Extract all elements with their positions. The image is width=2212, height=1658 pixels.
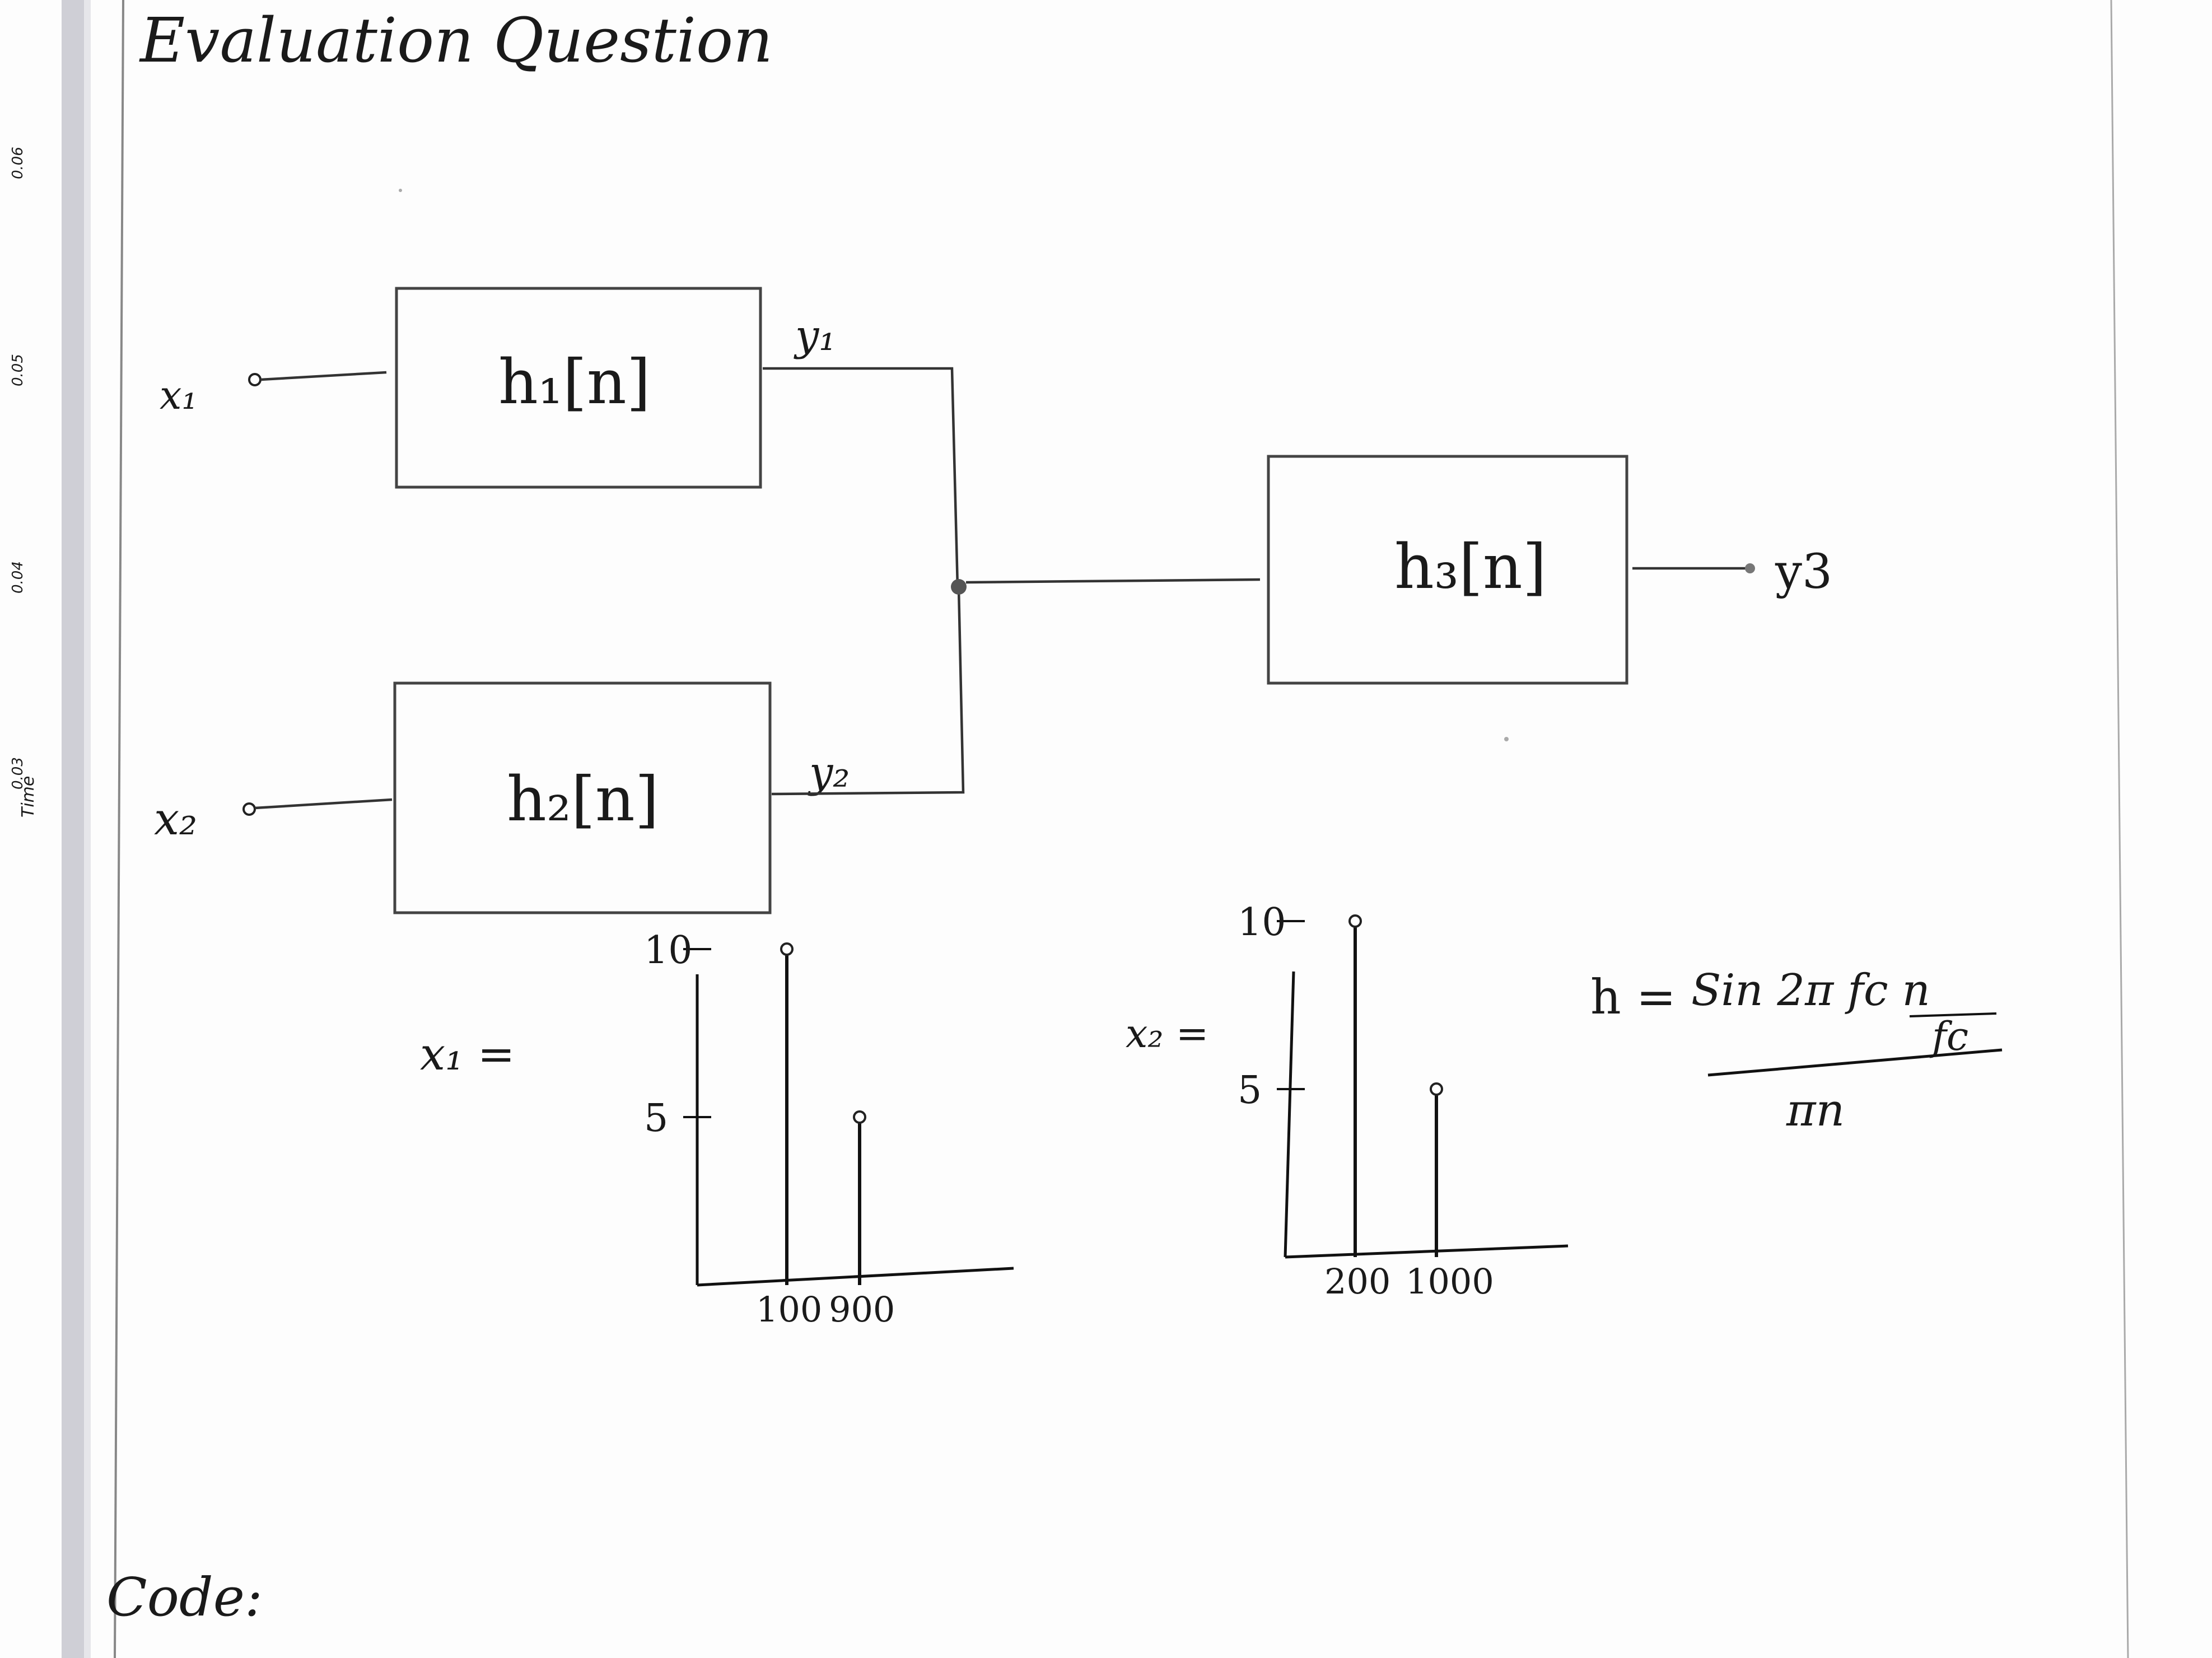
block-h2-label: h₂[n] xyxy=(507,763,659,835)
page-binding-shadow xyxy=(62,0,84,1658)
formula-lhs: h = xyxy=(1590,970,1676,1025)
formula-inner-fraction-bar xyxy=(1909,1012,1997,1017)
chart-x2-x-tick-label: 1000 xyxy=(1406,1261,1494,1302)
ruler-tick-1: 0.05 xyxy=(10,354,26,386)
chart-x2-stem-head-1000 xyxy=(1430,1082,1443,1096)
output-y3-terminal xyxy=(1745,563,1755,573)
code-label: Code: xyxy=(106,1567,263,1628)
page-binding-edge xyxy=(84,0,91,1658)
chart-x1-title: x₁ = xyxy=(420,1028,515,1080)
block-h3 xyxy=(1267,455,1628,685)
chart-x1-stem-head-900 xyxy=(853,1110,866,1124)
formula-numerator: Sin 2π fc n xyxy=(1691,965,1930,1016)
chart-x2-title: x₂ = xyxy=(1126,1011,1208,1057)
chart-x1-x-axis xyxy=(697,1267,1014,1287)
chart-x1-stem-head-100 xyxy=(780,942,794,956)
smudge-mark xyxy=(1504,737,1509,741)
input-x2-label: x₂ xyxy=(154,793,197,845)
formula-fraction-bar xyxy=(1707,1048,2003,1077)
wire-x2 xyxy=(254,798,393,810)
input-x2-terminal xyxy=(242,802,256,816)
chart-x2-stem-head-200 xyxy=(1348,914,1362,928)
chart-x2-y-axis xyxy=(1284,971,1295,1258)
chart-x2-y-tick-label: 5 xyxy=(1238,1068,1262,1113)
wire-y2 xyxy=(771,587,965,796)
ruler-axis-label: Time xyxy=(18,776,38,818)
input-x1-label: x₁ xyxy=(160,372,198,418)
block-h1 xyxy=(395,287,762,489)
signal-y1-label: y₁ xyxy=(794,311,836,360)
signal-y2-label: y₂ xyxy=(808,748,850,797)
chart-x1-y-tick-label: 5 xyxy=(644,1096,668,1141)
summing-junction xyxy=(951,579,967,595)
wire-x1 xyxy=(260,371,387,381)
page-title: Evaluation Question xyxy=(139,4,773,76)
chart-x1-x-tick-label: 100 xyxy=(756,1289,822,1330)
chart-x2-x-tick-label: 200 xyxy=(1324,1261,1390,1302)
block-h3-label: h₃[n] xyxy=(1394,531,1547,603)
stem-chart-x1: x₁ = 5 10 100 900 xyxy=(420,928,1014,1330)
ruler-tick-2: 0.04 xyxy=(10,561,26,594)
block-h2 xyxy=(393,681,772,914)
ruler-tick-0: 0.06 xyxy=(10,147,26,179)
smudge-mark xyxy=(399,189,402,192)
block-h1-label: h₁[n] xyxy=(498,346,651,418)
formula-denominator: πn xyxy=(1786,1084,1845,1136)
formula-inner-denominator: fc xyxy=(1929,1014,1968,1059)
chart-x2-y-tick-label: 10 xyxy=(1238,900,1286,945)
input-x1-terminal xyxy=(248,373,262,386)
signal-y3-label: y3 xyxy=(1775,544,1832,600)
wire-y1 xyxy=(763,367,959,589)
ruler-tick-3: 0.03 xyxy=(10,757,26,790)
chart-x2-x-axis xyxy=(1285,1244,1569,1259)
chart-x1-y-tick-label: 10 xyxy=(644,928,693,973)
right-page-edge xyxy=(2110,0,2129,1658)
wire-to-h3 xyxy=(965,578,1261,584)
chart-x1-x-tick-label: 900 xyxy=(829,1289,895,1330)
margin-line xyxy=(114,0,124,1658)
stem-chart-x2: x₂ = 5 10 200 1000 xyxy=(1126,900,1569,1302)
